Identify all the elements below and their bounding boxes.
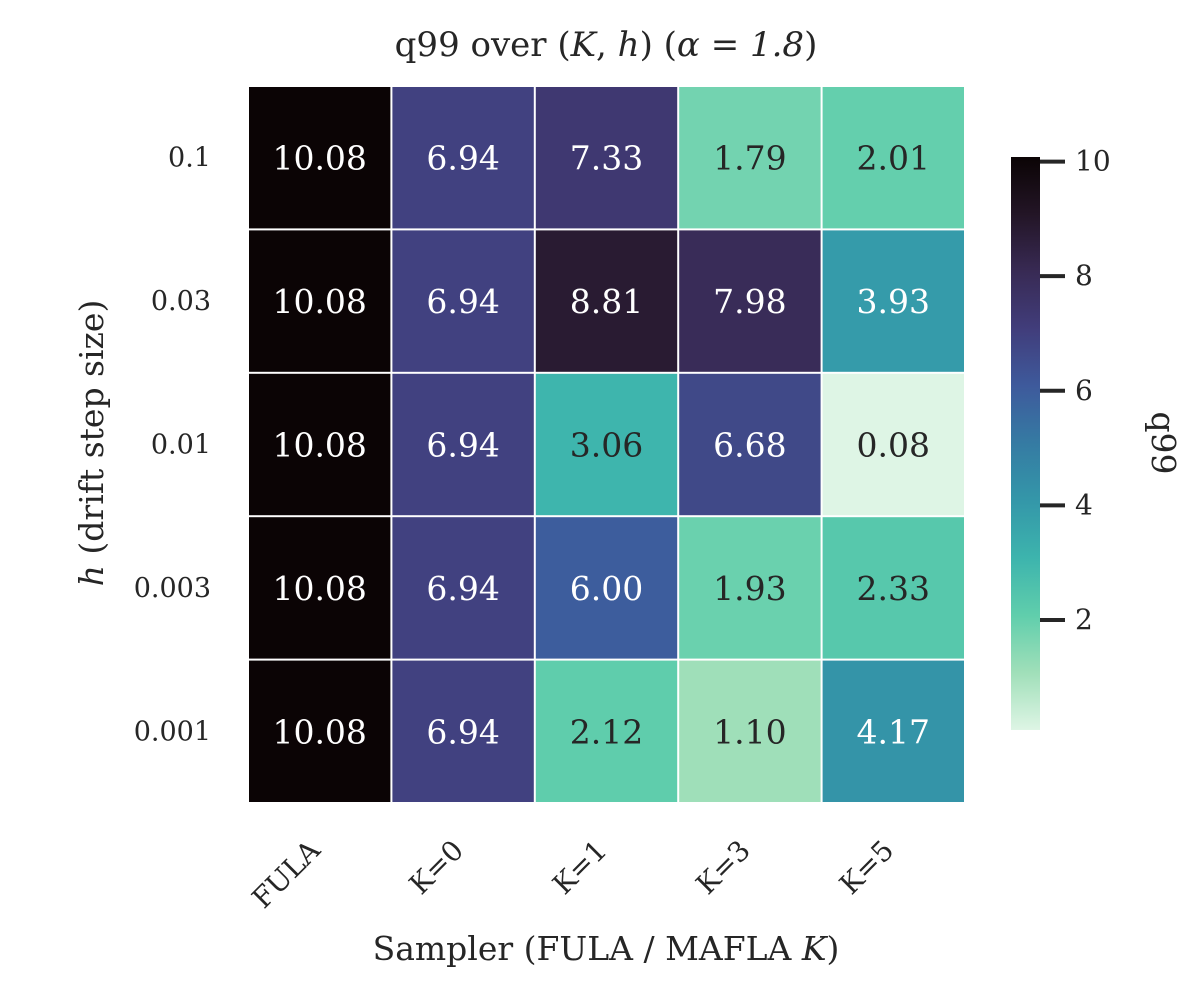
colorbar-tick-label: 10 bbox=[1075, 145, 1111, 178]
y-tick-label: 0.01 bbox=[151, 430, 211, 461]
heatmap-cell bbox=[822, 87, 964, 229]
y-axis-title: h (drift step size) bbox=[72, 300, 111, 587]
cell-value-label: 10.08 bbox=[272, 282, 366, 321]
cell-value-label: 0.08 bbox=[857, 426, 930, 465]
heatmap-cell bbox=[822, 230, 964, 372]
x-tick-label: K=0 bbox=[403, 834, 470, 901]
x-tick-label: K=3 bbox=[690, 834, 757, 901]
x-tick-labels: FULA K=0 K=1 K=3 K=5 bbox=[245, 833, 900, 915]
cell-value-label: 8.81 bbox=[570, 282, 643, 321]
heatmap-cell bbox=[679, 230, 821, 372]
y-tick-label: 0.1 bbox=[168, 143, 211, 174]
cell-value-label: 10.08 bbox=[272, 569, 366, 608]
x-tick-label: K=1 bbox=[546, 834, 613, 901]
colorbar-tick-label: 8 bbox=[1075, 259, 1093, 292]
heatmap-annotations: 10.08 6.94 7.33 1.79 2.01 10.08 6.94 8.81 7.98 3.… bbox=[272, 139, 930, 752]
y-tick-label: 0.03 bbox=[151, 286, 211, 317]
heatmap-cell bbox=[679, 373, 821, 516]
cell-value-label: 7.33 bbox=[570, 139, 643, 178]
cell-value-label: 1.79 bbox=[713, 139, 786, 178]
cell-value-label: 6.00 bbox=[570, 569, 643, 608]
cell-value-label: 2.33 bbox=[857, 569, 930, 608]
heatmap-cell bbox=[392, 373, 534, 516]
colorbar-tick-label: 4 bbox=[1075, 488, 1093, 521]
heatmap-cell bbox=[822, 517, 964, 659]
cell-value-label: 3.93 bbox=[857, 282, 930, 321]
cell-value-label: 6.94 bbox=[426, 282, 499, 321]
heatmap-cell bbox=[249, 660, 391, 802]
colorbar bbox=[1011, 157, 1040, 730]
heatmap-cell bbox=[535, 87, 678, 229]
heatmap-cell bbox=[679, 660, 821, 802]
x-axis-title: Sampler (FULA / MAFLA K) bbox=[373, 929, 840, 968]
cell-value-label: 2.12 bbox=[570, 712, 643, 751]
heatmap-cell bbox=[249, 87, 391, 229]
heatmap-cell bbox=[822, 373, 964, 516]
heatmap-cell bbox=[679, 87, 821, 229]
cell-value-label: 6.94 bbox=[426, 139, 499, 178]
heatmap-cell bbox=[392, 517, 534, 659]
x-tick-label: K=5 bbox=[833, 834, 900, 901]
cell-value-label: 10.08 bbox=[272, 426, 366, 465]
heatmap-cells bbox=[249, 87, 964, 802]
colorbar-label: q99 bbox=[1144, 411, 1183, 474]
heatmap-cell bbox=[535, 230, 678, 372]
chart-title: q99 over (K, h) (α = 1.8) bbox=[395, 25, 818, 65]
y-tick-label: 0.001 bbox=[134, 716, 211, 747]
y-tick-labels: 0.1 0.03 0.01 0.003 0.001 bbox=[134, 143, 211, 748]
cell-value-label: 7.98 bbox=[713, 282, 786, 321]
heatmap-cell bbox=[249, 373, 391, 516]
cell-value-label: 6.94 bbox=[426, 569, 499, 608]
cell-value-label: 10.08 bbox=[272, 712, 366, 751]
x-tick-label: FULA bbox=[245, 833, 327, 915]
cell-value-label: 2.01 bbox=[857, 139, 930, 178]
colorbar-tick-label: 2 bbox=[1075, 603, 1093, 636]
y-tick-label: 0.003 bbox=[134, 573, 211, 604]
heatmap-cell bbox=[535, 517, 678, 659]
cell-value-label: 10.08 bbox=[272, 139, 366, 178]
heatmap-cell bbox=[392, 230, 534, 372]
heatmap-cell bbox=[249, 230, 391, 372]
cell-value-label: 1.93 bbox=[713, 569, 786, 608]
cell-value-label: 6.94 bbox=[426, 426, 499, 465]
colorbar-ticks: 2 4 6 8 10 bbox=[1040, 145, 1111, 636]
heatmap-cell bbox=[249, 517, 391, 659]
colorbar-tick-label: 6 bbox=[1075, 374, 1093, 407]
heatmap-cell bbox=[535, 660, 678, 802]
heatmap-cell bbox=[535, 373, 678, 516]
heatmap-cell bbox=[822, 660, 964, 802]
cell-value-label: 3.06 bbox=[570, 426, 643, 465]
cell-value-label: 1.10 bbox=[713, 712, 786, 751]
heatmap-cell bbox=[679, 517, 821, 659]
cell-value-label: 6.94 bbox=[426, 712, 499, 751]
cell-value-label: 4.17 bbox=[857, 712, 930, 751]
cell-value-label: 6.68 bbox=[713, 426, 786, 465]
heatmap-cell bbox=[392, 660, 534, 802]
heatmap-cell bbox=[392, 87, 534, 229]
